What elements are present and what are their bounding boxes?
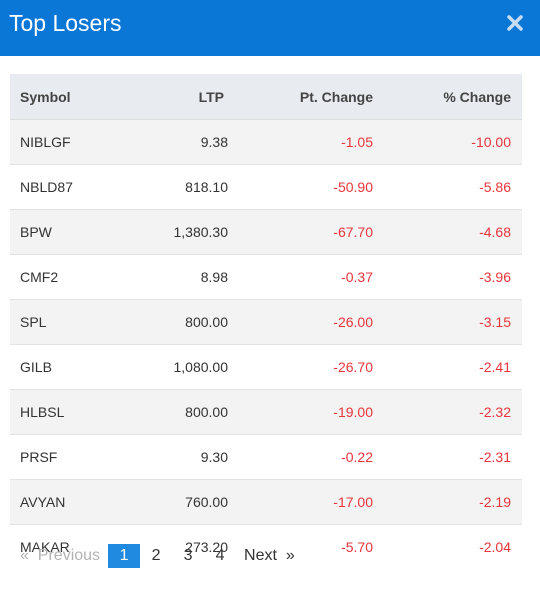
symbol-cell[interactable]: NBLD87 bbox=[10, 164, 128, 210]
pt-change-cell: -5.70 bbox=[341, 539, 373, 555]
pt-change-cell: -0.37 bbox=[228, 254, 374, 300]
page-button-2[interactable]: 2 bbox=[151, 547, 161, 564]
table-row[interactable]: AVYAN 760.00 -17.00 -2.19 bbox=[10, 479, 522, 525]
ltp-cell: 1,080.00 bbox=[128, 344, 228, 390]
ltp-cell: 9.30 bbox=[128, 434, 228, 480]
modal-title: Top Losers bbox=[9, 10, 122, 36]
symbol-cell[interactable]: MAKAR bbox=[20, 539, 70, 555]
pct-change-cell: -3.15 bbox=[374, 299, 522, 345]
previous-label: Previous bbox=[37, 547, 101, 564]
table-row[interactable]: SPL 800.00 -26.00 -3.15 bbox=[10, 299, 522, 345]
ltp-cell: 1,380.30 bbox=[128, 209, 228, 255]
pt-change-cell: -67.70 bbox=[228, 209, 374, 255]
pct-change-cell: -2.41 bbox=[374, 344, 522, 390]
pct-change-cell: -2.19 bbox=[374, 479, 522, 525]
pt-change-cell: -0.22 bbox=[228, 434, 374, 480]
column-header-ltp[interactable]: LTP bbox=[128, 74, 228, 120]
ltp-cell: 800.00 bbox=[128, 299, 228, 345]
pct-change-cell: -2.32 bbox=[374, 389, 522, 435]
losers-table: Symbol LTP Pt. Change % Change NIBLGF 9.… bbox=[10, 74, 522, 569]
next-page-button[interactable]: Next » bbox=[236, 544, 303, 568]
pct-change-cell: -10.00 bbox=[374, 119, 522, 165]
ltp-cell: 9.38 bbox=[128, 119, 228, 165]
pct-change-cell: -5.86 bbox=[374, 164, 522, 210]
table-row[interactable]: GILB 1,080.00 -26.70 -2.41 bbox=[10, 344, 522, 390]
next-label: Next bbox=[244, 547, 277, 564]
table-row[interactable]: BPW 1,380.30 -67.70 -4.68 bbox=[10, 209, 522, 255]
column-header-pt-change[interactable]: Pt. Change bbox=[228, 74, 374, 120]
pagination: « Previous 1 2 3 4 Next » bbox=[12, 544, 303, 568]
pt-change-cell: -50.90 bbox=[228, 164, 374, 210]
pct-change-cell: -3.96 bbox=[374, 254, 522, 300]
pct-change-cell: -2.31 bbox=[374, 434, 522, 480]
ltp-cell: 8.98 bbox=[128, 254, 228, 300]
column-header-pct-change[interactable]: % Change bbox=[374, 74, 522, 120]
ltp-cell: 818.10 bbox=[128, 164, 228, 210]
losers-table-container: Symbol LTP Pt. Change % Change NIBLGF 9.… bbox=[10, 74, 522, 569]
table-row[interactable]: NIBLGF 9.38 -1.05 -10.00 bbox=[10, 119, 522, 165]
next-arrow-icon: » bbox=[285, 547, 295, 564]
close-icon[interactable] bbox=[504, 12, 526, 34]
symbol-cell[interactable]: AVYAN bbox=[10, 479, 128, 525]
pt-change-cell: -26.70 bbox=[228, 344, 374, 390]
symbol-cell[interactable]: BPW bbox=[10, 209, 128, 255]
symbol-cell[interactable]: PRSF bbox=[10, 434, 128, 480]
pt-change-cell: -26.00 bbox=[228, 299, 374, 345]
previous-arrow-icon: « bbox=[20, 547, 29, 564]
table-header-row: Symbol LTP Pt. Change % Change bbox=[10, 74, 522, 120]
symbol-cell[interactable]: HLBSL bbox=[10, 389, 128, 435]
page-button-3[interactable]: 3 bbox=[183, 547, 193, 564]
previous-page-button[interactable]: « Previous bbox=[12, 544, 108, 568]
table-row[interactable]: MAKAR 273.20 -5.70 -2.04 bbox=[10, 525, 522, 570]
ltp-cell: 760.00 bbox=[128, 479, 228, 525]
column-header-symbol[interactable]: Symbol bbox=[10, 74, 128, 120]
symbol-cell[interactable]: GILB bbox=[10, 344, 128, 390]
pct-change-cell: -2.04 bbox=[479, 539, 511, 555]
pt-change-cell: -17.00 bbox=[228, 479, 374, 525]
pt-change-cell: -1.05 bbox=[228, 119, 374, 165]
page-button-1[interactable]: 1 bbox=[108, 544, 141, 568]
page-button-4[interactable]: 4 bbox=[215, 547, 225, 564]
pt-change-cell: -19.00 bbox=[228, 389, 374, 435]
table-row[interactable]: NBLD87 818.10 -50.90 -5.86 bbox=[10, 164, 522, 210]
symbol-cell[interactable]: CMF2 bbox=[10, 254, 128, 300]
ltp-cell: 273.20 bbox=[185, 539, 228, 555]
ltp-cell: 800.00 bbox=[128, 389, 228, 435]
symbol-cell[interactable]: NIBLGF bbox=[10, 119, 128, 165]
pct-change-cell: -4.68 bbox=[374, 209, 522, 255]
table-row[interactable]: PRSF 9.30 -0.22 -2.31 bbox=[10, 434, 522, 480]
modal-header: Top Losers bbox=[0, 0, 540, 56]
table-row[interactable]: CMF2 8.98 -0.37 -3.96 bbox=[10, 254, 522, 300]
symbol-cell[interactable]: SPL bbox=[10, 299, 128, 345]
table-row[interactable]: HLBSL 800.00 -19.00 -2.32 bbox=[10, 389, 522, 435]
